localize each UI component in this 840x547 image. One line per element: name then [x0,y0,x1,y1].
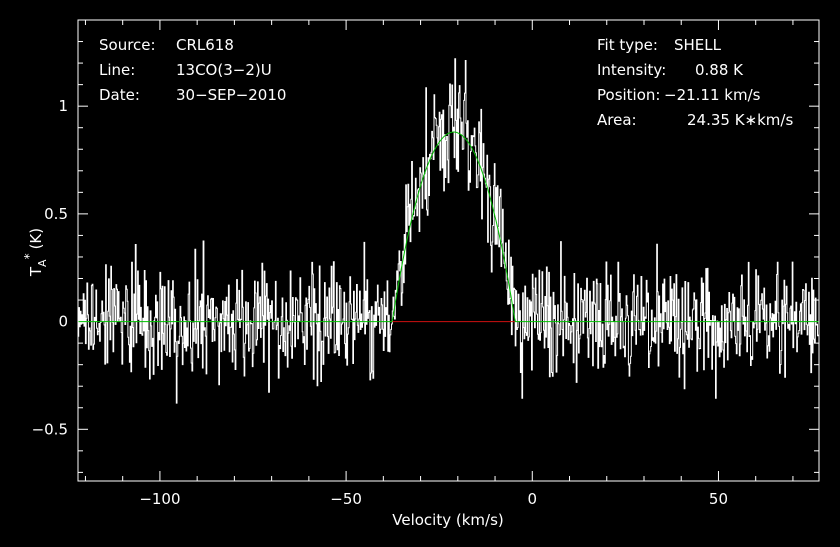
fit-curve [78,131,819,323]
spectrum-layer [78,58,819,404]
info-left-panel: Source: CRL618 Line: 13CO(3−2)U Date: 30… [99,36,286,104]
info-area-key: Area: [597,111,637,129]
info-area-value: 24.35 K∗km/s [687,111,793,129]
fit-layer [78,131,819,323]
info-position-key: Position: [597,86,660,104]
info-source-key: Source: [99,36,156,54]
x-tick-label: 50 [709,490,728,508]
info-line-value: 13CO(3−2)U [176,61,272,79]
y-tick-label: −0.5 [32,420,68,438]
x-axis-title: Velocity (km/s) [392,511,503,529]
info-intensity-value: 0.88 K [695,61,744,79]
y-axis-title: TA* (K) [22,228,49,277]
y-tick-label: 1 [58,97,68,115]
plot-frame [77,19,820,482]
info-fit-type-key: Fit type: [597,36,658,54]
info-source-value: CRL618 [176,36,234,54]
spectrum-line [78,58,819,404]
y-tick-label: 0.5 [44,205,68,223]
y-axis-subscript: A [36,259,49,267]
x-tick-label: −50 [330,490,362,508]
info-line-key: Line: [99,61,135,79]
info-position-value: −21.11 km/s [664,86,761,104]
tick-labels: −100 −50 0 50 −0.5 0 0.5 1 [32,97,728,508]
y-tick-label: 0 [58,313,68,331]
info-date-key: Date: [99,86,140,104]
x-tick-label: 0 [528,490,538,508]
info-fit-type-value: SHELL [674,36,722,54]
info-intensity-key: Intensity: [597,61,666,79]
y-axis-unit: (K) [27,228,45,250]
x-tick-label: −100 [139,490,180,508]
y-axis-symbol: T [27,266,45,277]
info-right-panel: Fit type: SHELL Intensity: 0.88 K Positi… [597,36,793,129]
y-axis-superscript: * [22,253,36,259]
info-date-value: 30−SEP−2010 [176,86,286,104]
svg-text:TA*(K): TA* (K) [22,228,49,277]
